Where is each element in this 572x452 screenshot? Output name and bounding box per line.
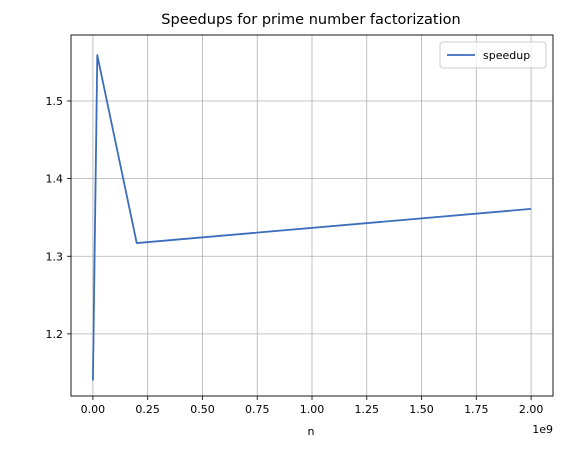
y-tick-label: 1.4 <box>46 173 64 186</box>
x-tick-label: 0.25 <box>135 403 160 416</box>
x-tick-label: 0.00 <box>81 403 106 416</box>
x-tick-label: 0.50 <box>190 403 215 416</box>
chart-title: Speedups for prime number factorization <box>161 12 460 28</box>
x-tick-label: 1.00 <box>300 403 325 416</box>
x-tick-label: 0.75 <box>245 403 270 416</box>
y-tick-label: 1.2 <box>46 328 64 341</box>
legend-label: speedup <box>483 49 530 62</box>
x-axis-scale-label: 1e9 <box>532 423 553 436</box>
legend: speedup <box>440 42 546 68</box>
y-tick-label: 1.3 <box>46 250 64 263</box>
x-tick-label: 1.25 <box>355 403 380 416</box>
x-tick-label: 1.75 <box>464 403 489 416</box>
y-tick-label: 1.5 <box>46 95 64 108</box>
x-tick-label: 1.50 <box>409 403 434 416</box>
x-tick-label: 2.00 <box>519 403 544 416</box>
x-axis-label: n <box>308 425 315 438</box>
